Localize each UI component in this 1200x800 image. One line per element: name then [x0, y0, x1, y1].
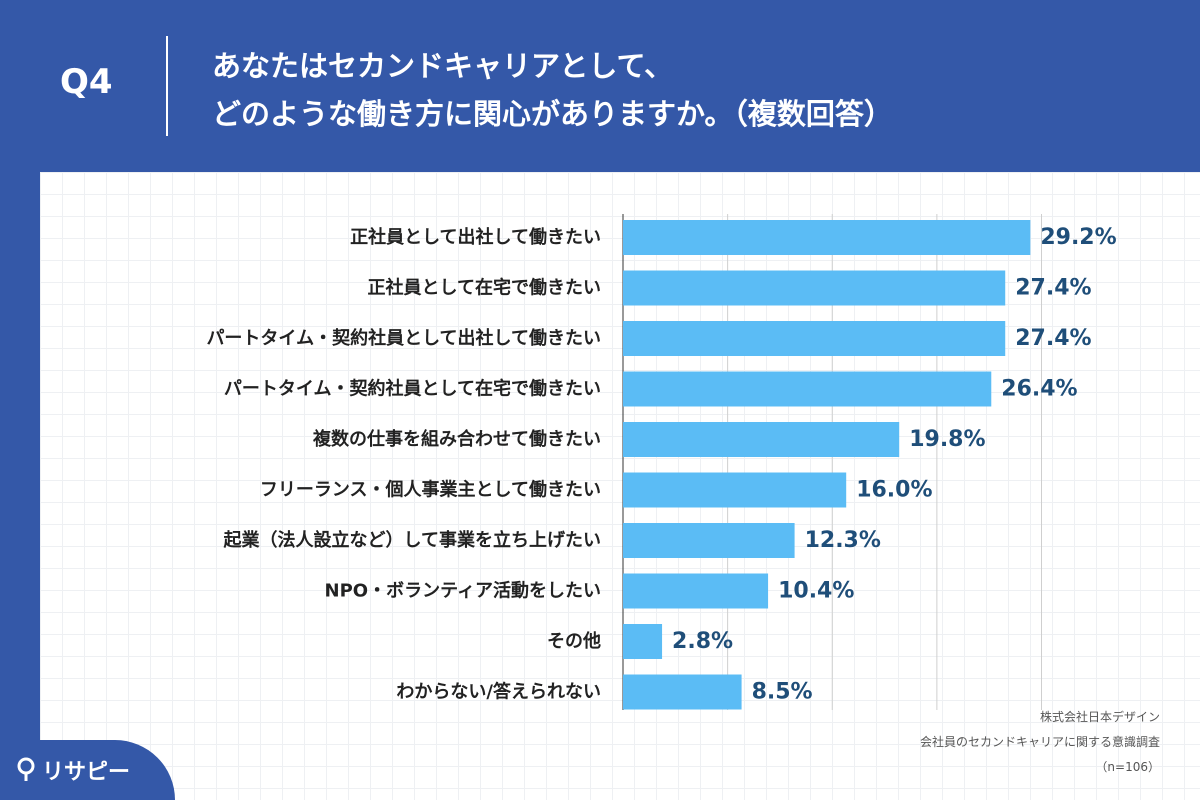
bar-chart: 正社員として出社して働きたい 29.2% 正社員として在宅で働きたい 27.4% パート…: [206, 214, 1117, 710]
bar: [623, 573, 769, 609]
category-label: パートタイム・契約社員として出社して働きたい: [206, 327, 601, 349]
bar: [623, 220, 1031, 255]
value-label: 16.0%: [856, 478, 932, 503]
source-company: 株式会社日本デザイン: [1039, 710, 1160, 724]
category-label: 起業（法人設立など）して事業を立ち上げたい: [223, 529, 601, 551]
pin-icon: [17, 757, 35, 781]
bar: [623, 422, 900, 457]
title-line-2: どのような働き方に関心がありますか。（複数回答）: [212, 97, 893, 131]
category-label: その他: [547, 630, 601, 652]
bar: [623, 472, 847, 508]
category-label: パートタイム・契約社員として在宅で働きたい: [224, 378, 601, 400]
question-title: あなたはセカンドキャリアとして、 どのような働き方に関心がありますか。（複数回答…: [212, 42, 1172, 138]
category-label: フリーランス・個人事業主として働きたい: [260, 479, 601, 501]
bar: [623, 624, 663, 659]
bar: [623, 371, 992, 407]
source-survey: 会社員のセカンドキャリアに関する意識調査: [919, 735, 1160, 749]
chart-panel: 正社員として出社して働きたい 29.2% 正社員として在宅で働きたい 27.4% パート…: [40, 172, 1200, 800]
question-number: Q4: [60, 62, 113, 102]
bar: [623, 523, 795, 558]
value-label: 10.4%: [778, 579, 854, 604]
source-sample-size: （n=106）: [1095, 760, 1160, 774]
value-label: 8.5%: [752, 680, 813, 705]
header-divider: [166, 36, 168, 136]
category-label: 正社員として出社して働きたい: [350, 226, 601, 248]
brand-logo: リサピー: [0, 740, 175, 800]
value-label: 29.2%: [1040, 225, 1116, 250]
value-label: 19.8%: [909, 427, 985, 452]
brand-logo-text: リサピー: [42, 760, 131, 785]
category-label: 複数の仕事を組み合わせて働きたい: [312, 428, 601, 450]
title-line-1: あなたはセカンドキャリアとして、: [212, 49, 674, 83]
category-label: わからない/答えられない: [396, 681, 601, 703]
bar: [623, 270, 1006, 306]
category-label: NPO・ボランティア活動をしたい: [325, 580, 601, 602]
value-label: 27.4%: [1015, 326, 1091, 351]
value-label: 2.8%: [672, 629, 733, 654]
bar: [623, 321, 1006, 356]
value-label: 26.4%: [1001, 377, 1077, 402]
value-label: 12.3%: [805, 528, 881, 553]
value-label: 27.4%: [1015, 276, 1091, 301]
category-label: 正社員として在宅で働きたい: [368, 277, 601, 299]
bar: [623, 674, 742, 710]
